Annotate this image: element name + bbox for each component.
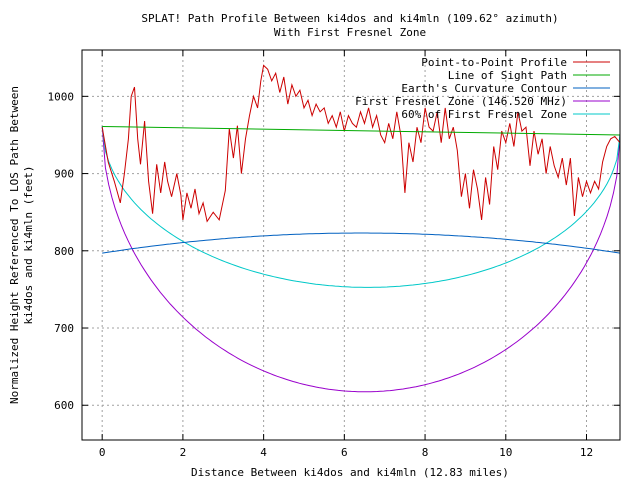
x-tick-label: 4 [260, 446, 267, 459]
chart-title: SPLAT! Path Profile Between ki4dos and k… [141, 12, 558, 25]
series-line-3 [101, 126, 621, 393]
chart-subtitle: With First Fresnel Zone [274, 26, 426, 39]
x-tick-label: 10 [499, 446, 512, 459]
series-line-0 [101, 64, 621, 223]
grid-lines [82, 50, 620, 440]
series-line-4 [101, 126, 621, 288]
series-lines [101, 64, 621, 393]
legend-label-3: First Fresnel Zone (146.520 MHz) [355, 95, 567, 108]
y-axis-label-line1: Normalized Height Referenced To LOS Path… [8, 86, 21, 404]
legend-label-2: Earth's Curvature Contour [401, 82, 567, 95]
x-axis-label: Distance Between ki4dos and ki4mln (12.8… [191, 466, 509, 479]
axes: 0 2 4 6 8 10 12 600 700 800 900 1000 [48, 50, 620, 459]
x-tick-label: 12 [580, 446, 593, 459]
legend-label-0: Point-to-Point Profile [421, 56, 567, 69]
legend-label-4: 60% of First Fresnel Zone [401, 108, 567, 121]
x-tick-label: 0 [99, 446, 106, 459]
x-tick-label: 6 [341, 446, 348, 459]
y-tick-label: 800 [54, 245, 74, 258]
x-tick-label: 2 [180, 446, 187, 459]
plot-frame [81, 49, 621, 441]
y-tick-label: 900 [54, 168, 74, 181]
legend-label-1: Line of Sight Path [448, 69, 567, 82]
series-line-1 [102, 126, 621, 136]
y-axis-label-line2: ki4dos and ki4mln (feet) [22, 166, 35, 325]
y-tick-label: 700 [54, 322, 74, 335]
y-tick-label: 600 [54, 399, 74, 412]
y-tick-label: 1000 [48, 90, 75, 103]
x-tick-label: 8 [422, 446, 429, 459]
series-line-2 [102, 232, 621, 254]
